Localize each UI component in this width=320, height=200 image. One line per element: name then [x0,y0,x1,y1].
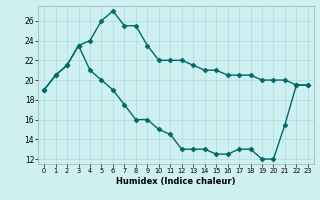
X-axis label: Humidex (Indice chaleur): Humidex (Indice chaleur) [116,177,236,186]
